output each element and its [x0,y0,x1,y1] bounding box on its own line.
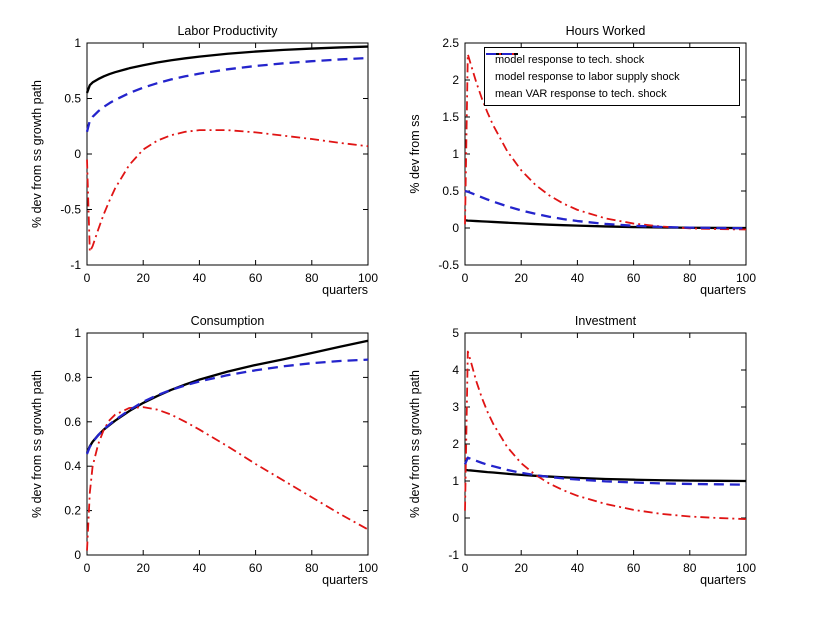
x-axis-label-investment: quarters [700,573,746,587]
x-tick-label: 0 [462,271,469,285]
x-tick-label: 20 [515,561,529,575]
x-tick-label: 0 [84,271,91,285]
y-tick-label: 2 [452,73,459,87]
y-tick-label: 1 [452,474,459,488]
legend: model response to tech. shock model respo… [484,47,740,106]
series-line [85,56,369,133]
x-tick-label: 60 [627,271,641,285]
x-tick-label: 40 [571,561,585,575]
y-tick-label: 2.5 [442,36,459,50]
x-tick-label: 40 [193,271,207,285]
x-tick-label: 80 [683,561,697,575]
x-tick-label: 0 [84,561,91,575]
series-line [464,468,747,483]
legend-entry: mean VAR response to tech. shock [486,53,733,102]
x-tick-label: 20 [137,271,151,285]
x-tick-label: 80 [683,271,697,285]
y-tick-label: 0 [74,548,81,562]
x-tick-label: 100 [358,561,378,575]
y-tick-label: 2 [452,437,459,451]
plot-title-hours-worked: Hours Worked [565,24,646,38]
y-tick-label: 0.5 [442,184,459,198]
y-tick-label: 1.5 [442,110,459,124]
y-tick-label: 0.2 [64,504,81,518]
series-line [86,129,369,253]
series-line [85,358,369,455]
x-tick-label: 40 [193,561,207,575]
x-tick-label: 20 [515,271,529,285]
series-line [464,189,747,230]
subplot-investment: 0 20 40 60 80 100 -1 0 1 2 3 4 5 Investment % dev fr… [378,290,823,642]
y-tick-label: 4 [452,363,459,377]
axes-frame [86,42,369,266]
y-tick-label: -1 [448,548,459,562]
axes-frame [86,332,369,556]
hours-worked-plot-canvas: 0 20 40 60 80 100-0.500.511.522.5 [438,36,756,285]
y-axis-label-labor-productivity: % dev from ss growth path [30,80,44,228]
legend-entry-label: model response to labor supply shock [495,70,680,83]
x-tick-label: 60 [249,271,263,285]
x-tick-label: 20 [137,561,151,575]
y-tick-label: 0 [74,147,81,161]
y-tick-label: 5 [452,326,459,340]
legend-line-sample [486,53,518,55]
x-tick-label: 100 [736,561,756,575]
legend-entry: model response to tech. shock [486,51,733,68]
x-axis-label-labor-productivity: quarters [322,283,368,297]
y-tick-label: -1 [70,258,81,272]
series-line [463,456,747,486]
plot-title-investment: Investment [574,314,637,328]
x-tick-label: 100 [358,271,378,285]
labor-productivity-plot-canvas: 0 20 40 60 80 100 -1 -0.5 0 0.5 1 [60,36,378,285]
y-tick-label: 0.4 [64,459,81,473]
y-axis-label-investment: % dev from ss growth path [408,370,422,518]
subplot-consumption: 0 20 40 60 80 100 0 0.2 0.4 0.6 0.8 1 Consumption %… [0,290,411,642]
x-tick-label: 80 [305,561,319,575]
y-tick-label: 0 [452,511,459,525]
y-tick-label: 0 [452,221,459,235]
y-tick-label: 1 [452,147,459,161]
x-tick-label: 0 [462,561,469,575]
consumption-plot-canvas: 0 20 40 60 80 100 0 0.2 0.4 0.6 0.8 1 [64,326,378,575]
series-line [85,339,369,454]
x-tick-label: 40 [571,271,585,285]
series-line [86,406,369,551]
y-tick-label: 1 [74,326,81,340]
x-axis-label-hours-worked: quarters [700,283,746,297]
x-tick-label: 60 [249,561,263,575]
x-tick-label: 60 [627,561,641,575]
y-tick-label: 0.8 [64,370,81,384]
series-line [464,350,747,521]
y-axis-label-consumption: % dev from ss growth path [30,370,44,518]
y-tick-label: 1 [74,36,81,50]
y-axis-label-hours-worked: % dev from ss [408,114,422,194]
y-tick-label: 0.6 [64,415,81,429]
x-tick-label: 80 [305,271,319,285]
y-tick-label: -0.5 [438,258,459,272]
series-line [85,45,369,94]
legend-entry: model response to labor supply shock [486,53,733,85]
legend-entry-label: model response to tech. shock [495,53,645,66]
x-tick-label: 100 [736,271,756,285]
y-tick-label: 0.5 [64,92,81,106]
x-axis-label-consumption: quarters [322,573,368,587]
subplot-hours-worked: 0 20 40 60 80 100 -0.5 0 0.5 1 1.5 2 2.5 Hours Worke… [378,0,823,321]
subplot-labor-productivity: 0 20 40 60 80 100 -1 -0.5 0 0.5 1 Labor Productivi… [0,0,411,321]
y-tick-label: 3 [452,400,459,414]
y-tick-label: -0.5 [60,203,81,217]
plot-title-consumption: Consumption [190,314,265,328]
axes-frame [464,332,747,556]
legend-entry-label: mean VAR response to tech. shock [495,87,667,100]
plot-title-labor-productivity: Labor Productivity [177,24,278,38]
